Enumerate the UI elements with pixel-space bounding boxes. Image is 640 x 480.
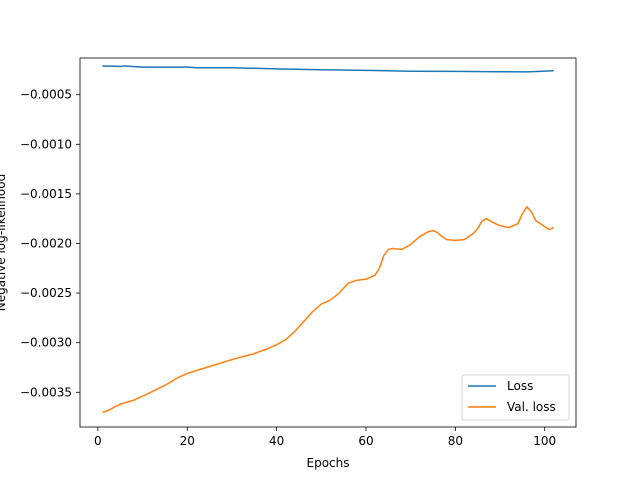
x-axis: 0 20 40 60 80 100 (94, 427, 556, 448)
y-tick-label: −0.0035 (20, 385, 72, 399)
x-axis-label: Epochs (307, 456, 350, 470)
x-tick-label: 60 (358, 434, 373, 448)
x-tick-label: 40 (269, 434, 284, 448)
plot-frame (79, 57, 577, 428)
x-tick-label: 100 (533, 434, 556, 448)
series-line-1 (102, 206, 554, 413)
series-layer (102, 65, 554, 413)
y-axis-label: Negative log-likelihood (0, 174, 8, 311)
y-axis: −0.0035 −0.0030 −0.0025 −0.0020 −0.0015 −0.00… (20, 88, 80, 399)
x-tick-label: 20 (180, 434, 195, 448)
legend-label-val-loss: Val. loss (507, 400, 556, 414)
y-tick-label: −0.0030 (20, 336, 72, 350)
x-tick-label: 0 (94, 434, 102, 448)
y-tick-label: −0.0020 (20, 236, 72, 250)
series-line-0 (102, 65, 554, 73)
y-tick-label: −0.0010 (20, 137, 72, 151)
legend-label-loss: Loss (507, 379, 533, 393)
x-tick-label: 80 (448, 434, 463, 448)
legend: Loss Val. loss (461, 374, 570, 421)
y-tick-label: −0.0025 (20, 286, 72, 300)
y-tick-label: −0.0015 (20, 187, 72, 201)
y-tick-label: −0.0005 (20, 88, 72, 102)
